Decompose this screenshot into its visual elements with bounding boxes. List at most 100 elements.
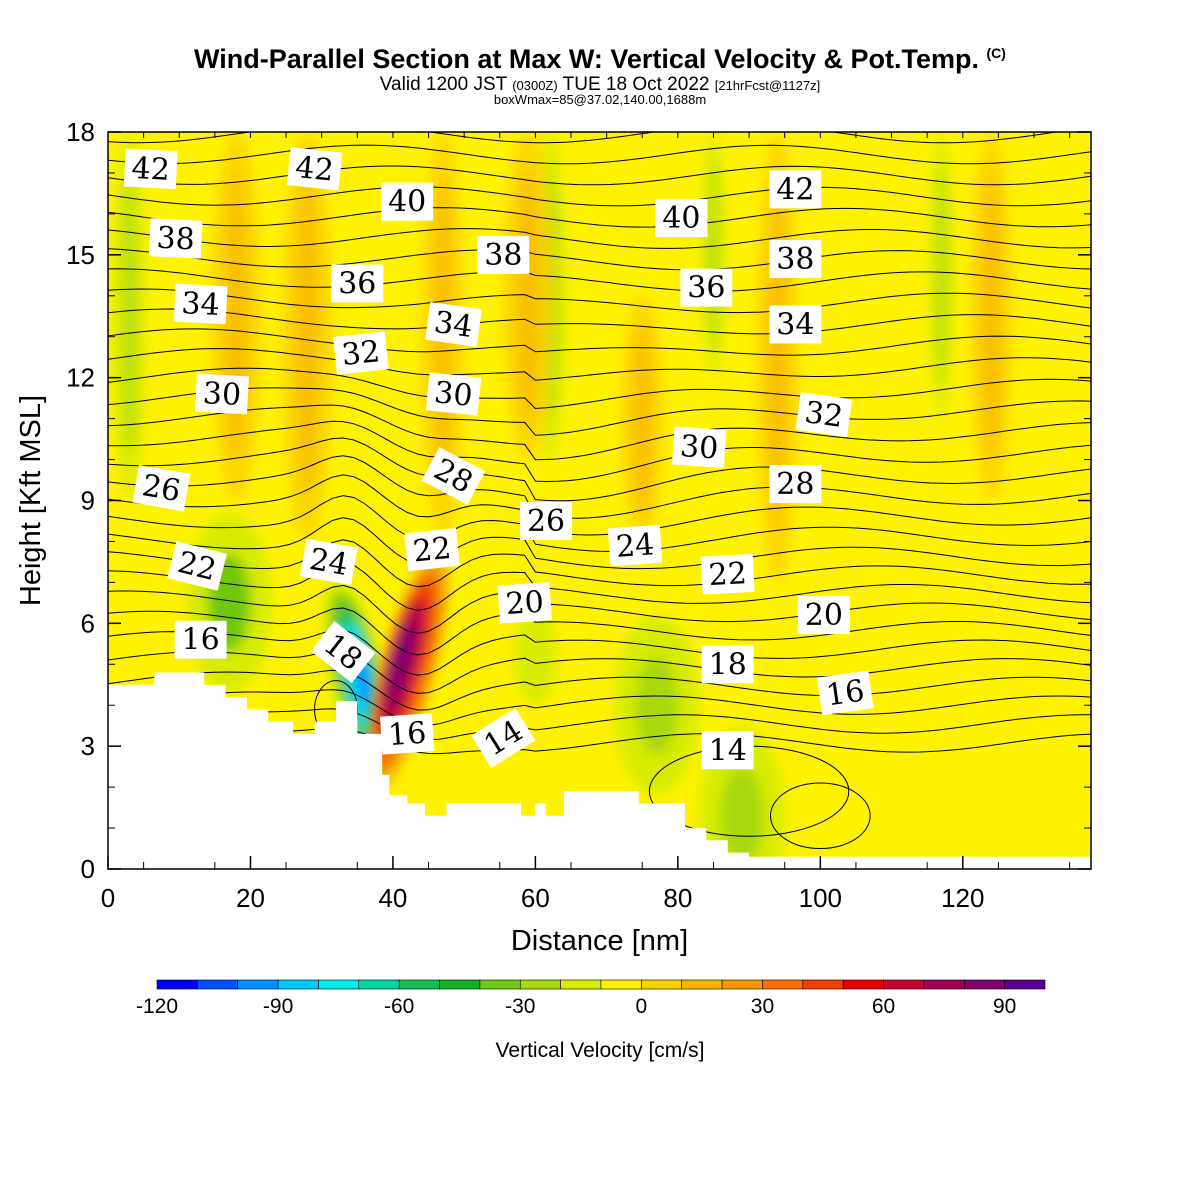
contour-label-box [132,464,191,512]
contour-label-box [769,239,822,278]
contour-label-text: 26 [527,504,565,539]
contour-label-22: 22 [404,528,460,572]
contour-label-24: 24 [607,524,663,567]
contour-label-text: 32 [802,395,845,435]
contour-label-box [404,528,460,572]
theta-contour-25 [108,455,1091,519]
contour-label-22: 22 [167,541,227,591]
y-tick-label: 15 [66,240,95,270]
colorbar-swatch [560,979,602,990]
contour-label-box [123,148,178,190]
contour-label-text: 18 [709,647,747,682]
y-tick-label: 18 [66,117,95,147]
contour-label-text: 30 [202,376,242,413]
theta-contour-42 [108,132,1060,144]
contour-label-box [797,596,850,635]
colorbar-tick-label: 60 [872,995,895,1018]
contour-label-32: 32 [795,392,853,437]
theta-contour-15 [108,669,1091,711]
theta-contour-28 [108,404,1091,461]
theta-contour-31 [108,348,1091,381]
contour-label-text: 36 [338,266,376,301]
contour-label-18: 18 [310,621,376,683]
contour-label-box [421,446,486,505]
contour-label-box [520,501,573,540]
colorbar: -120 -90 -60 -30 0 30 60 90 Vertical Velocity [c… [136,979,1046,1062]
contour-label-text: 16 [182,623,220,658]
contour-label-38: 38 [769,239,822,278]
contour-label-text: 22 [708,556,748,593]
theta-contours [108,82,1091,850]
contour-label-box [299,538,358,586]
theta-contour-29 [108,387,1091,436]
theta-contour-32 [108,328,1091,356]
theta-contour-38 [108,207,1091,228]
contour-label-20: 20 [497,582,552,624]
contour-label-text: 40 [388,185,426,220]
colorbar-swatch [398,979,440,990]
contour-label-16: 16 [174,620,227,659]
contour-label-14: 14 [701,731,754,770]
field-feature-orange-streak [281,132,334,542]
colorbar-swatch [883,979,925,990]
theta-contour-13 [108,708,1091,741]
colorbar-swatch [963,979,1005,990]
contour-label-box [769,305,822,344]
theta-contour-19 [108,584,1091,634]
contour-label-40: 40 [381,182,434,221]
colorbar-tick-label: -30 [505,995,535,1018]
theta-contour-18 [108,607,1091,656]
contour-label-42: 42 [123,148,178,190]
x-tick-label: 0 [101,883,115,913]
contour-label-text: 42 [776,172,814,207]
contour-label-box [331,264,384,303]
field-feature-green-streak [928,132,955,419]
contour-label-box [769,465,822,504]
contour-label-30: 30 [425,372,482,416]
contour-label-30: 30 [671,426,727,469]
contour-label-box [700,553,755,595]
theta-contour-17 [108,629,1091,676]
theta-contour-20 [108,561,1091,611]
colorbar-swatch [237,979,279,990]
colorbar-tick-label: -90 [263,995,293,1018]
contour-label-text: 36 [687,271,725,306]
contour-label-26: 26 [520,501,573,540]
contour-label-42: 42 [769,170,822,209]
x-tick-label: 80 [663,883,692,913]
colorbar-title: Vertical Velocity [cm/s] [496,1039,705,1062]
theta-contour-44 [108,82,1091,101]
contour-label-text: 34 [776,307,814,342]
contour-label-box [795,392,853,437]
contour-label-38: 38 [148,218,203,259]
theta-contour-43 [108,103,1091,121]
contour-label-box [680,268,733,307]
contour-label-box [333,331,389,375]
theta-contour-33 [108,308,1091,335]
colorbar-swatch [479,979,521,990]
chart-box-info: boxWmax=85@37.02,140.00,1688m [493,92,707,107]
contour-label-box [425,302,482,347]
y-tick-label: 9 [81,486,95,516]
contour-label-26: 26 [132,464,191,512]
contour-label-text: 30 [679,429,720,467]
colorbar-swatch [600,979,642,990]
colorbar-swatch [641,979,683,990]
field-feature-green-streak [112,132,147,501]
contour-label-30: 30 [195,373,249,415]
contour-label-box [671,426,727,469]
contour-label-box [701,731,754,770]
y-tick-label: 12 [66,363,95,393]
theta-contour-23 [108,495,1091,553]
contour-label-text: 22 [411,531,453,570]
contour-label-box [173,283,228,325]
contour-label-text: 16 [387,716,428,754]
contour-label-text: 20 [805,598,843,633]
contour-label-16: 16 [379,713,435,755]
contour-label-36: 36 [680,268,733,307]
theta-contour-21 [108,539,1091,588]
colorbar-swatch [802,979,844,990]
colorbar-swatch [156,979,198,990]
